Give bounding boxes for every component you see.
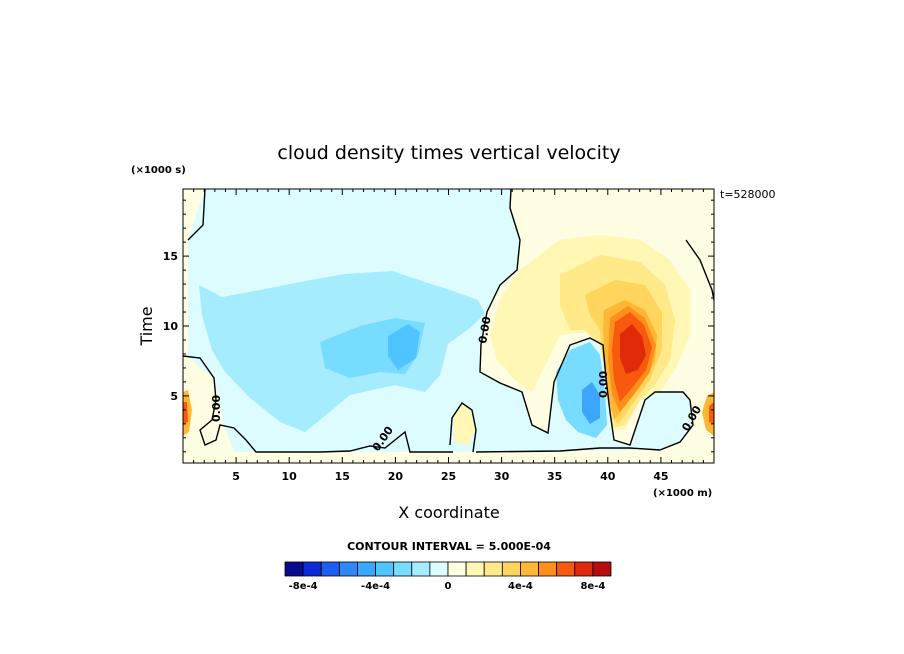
region-right-edge-cell [702,392,714,436]
y-tick-label: 15 [163,250,178,263]
colorbar-swatch [447,561,467,577]
x-tick-label: 45 [653,470,668,483]
contour-label-1: 0.00 [476,315,494,344]
region-negative-cell-inner [582,382,600,424]
zero-contours [183,189,714,453]
y-tick-label: 5 [170,390,178,403]
x-axis: 5 10 15 20 25 30 35 40 45 [193,189,704,483]
x-tick-label: 35 [547,470,562,483]
colorbar-tick-label: -8e-4 [289,581,318,592]
contour-interval: CONTOUR INTERVAL = 5.000E-04 [347,540,551,553]
time-stamp: t=528000 [720,188,776,201]
colorbar-tick-label: 0 [445,581,452,592]
colorbar-labels: -8e-4 -4e-4 0 4e-4 8e-4 [289,581,606,592]
colorbar-swatch [338,561,358,577]
x-tick-label: 15 [335,470,350,483]
x-tick-label: 25 [441,470,456,483]
region-left-edge-core [183,402,188,424]
colorbar-swatch [375,561,395,577]
x-tick-label: 30 [494,470,510,483]
y-axis-unit: (×1000 s) [131,165,186,176]
zero-contour-main [479,189,694,451]
x-tick-label: 20 [388,470,404,483]
chart-title: cloud density times vertical velocity [277,142,620,164]
colorbar-swatch [556,561,576,577]
zero-contour-right [685,239,714,301]
zero-contour-left [187,189,206,241]
x-tick-label: 5 [232,470,240,483]
x-tick-label: 10 [282,470,298,483]
x-axis-unit: (×1000 m) [653,488,712,499]
region-positive-core-5 [620,324,646,374]
colorbar-tick-label: 4e-4 [508,581,533,592]
colorbar-swatch [320,561,340,577]
colorbar-swatch [538,561,558,577]
zero-contour-left-lower [183,355,453,453]
y-axis: 5 10 15 [163,199,714,453]
y-axis-label: Time [137,306,156,346]
colorbar-swatch [284,561,304,577]
contour-label-2: 0.00 [597,371,610,398]
x-tick-label: 40 [600,470,616,483]
region-small-positive [453,405,475,445]
colorbar-swatch [520,561,539,577]
colorbar-swatch [411,561,431,577]
x-axis-label: X coordinate [398,503,499,522]
y-tick-label: 10 [163,320,179,333]
colorbar-tick-label: 8e-4 [580,581,605,592]
zero-contour-small-blob [449,402,477,453]
colorbar [284,561,612,577]
zero-contour-bottom [475,447,661,453]
colorbar-swatch [483,561,503,577]
colorbar-tick-label: -4e-4 [361,581,390,592]
colorbar-swatch [501,561,521,577]
region-right-edge-core [709,402,714,424]
colorbar-swatch [592,561,612,577]
plot-area [183,189,714,463]
colorbar-swatch [574,561,594,577]
colorbar-swatch [393,561,413,577]
contour-label-3: 0.00 [210,395,223,422]
colorbar-swatch [357,561,376,577]
colorbar-swatch [465,561,485,577]
colorbar-swatch [429,561,449,577]
colorbar-swatch [302,561,322,577]
region-negative-core [388,324,420,370]
